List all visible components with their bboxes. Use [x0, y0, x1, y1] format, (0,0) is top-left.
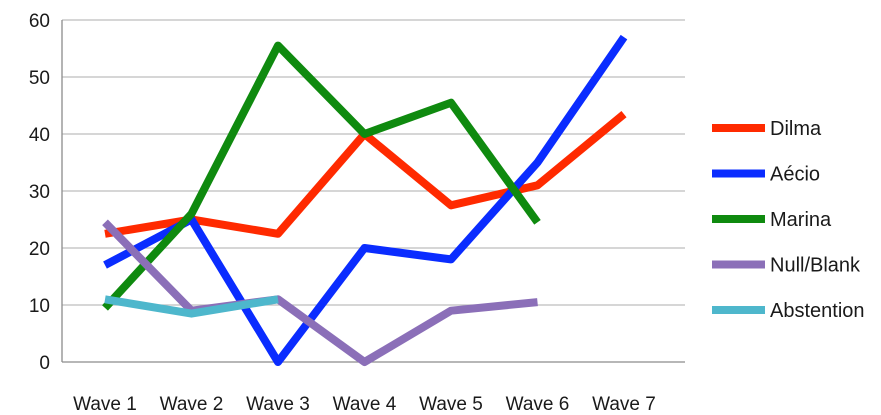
legend-label: Aécio: [770, 164, 820, 186]
x-tick-label: Wave 5: [419, 394, 483, 415]
y-tick-label: 10: [29, 296, 50, 317]
x-tick-label: Wave 3: [246, 394, 310, 415]
series-line-null-blank: [102, 219, 538, 366]
y-tick-label: 20: [29, 239, 50, 260]
legend-label: Marina: [770, 209, 832, 231]
y-tick-label: 40: [29, 125, 50, 146]
y-tick-label: 0: [39, 353, 50, 374]
legend-label: Dilma: [770, 118, 822, 140]
x-tick-label: Wave 6: [506, 394, 570, 415]
series-lines: [102, 34, 628, 366]
x-tick-label: Wave 4: [333, 394, 397, 415]
x-tick-label: Wave 1: [73, 394, 137, 415]
series-line-marina: [102, 41, 541, 311]
series-line-abstention: [104, 295, 279, 318]
x-tick-label: Wave 2: [160, 394, 224, 415]
y-axis-tick-labels: 0 10 20 30 40 50 60: [29, 11, 50, 374]
legend-label: Null/Blank: [770, 255, 861, 277]
legend: Dilma Aécio Marina Null/Blank Abstention: [712, 118, 865, 322]
y-tick-label: 50: [29, 68, 50, 89]
y-tick-label: 60: [29, 11, 50, 32]
y-tick-label: 30: [29, 182, 50, 203]
x-axis-tick-labels: Wave 1 Wave 2 Wave 3 Wave 4 Wave 5 Wave 6 Wave…: [73, 394, 656, 415]
legend-label: Abstention: [770, 300, 865, 322]
x-tick-label: Wave 7: [592, 394, 656, 415]
